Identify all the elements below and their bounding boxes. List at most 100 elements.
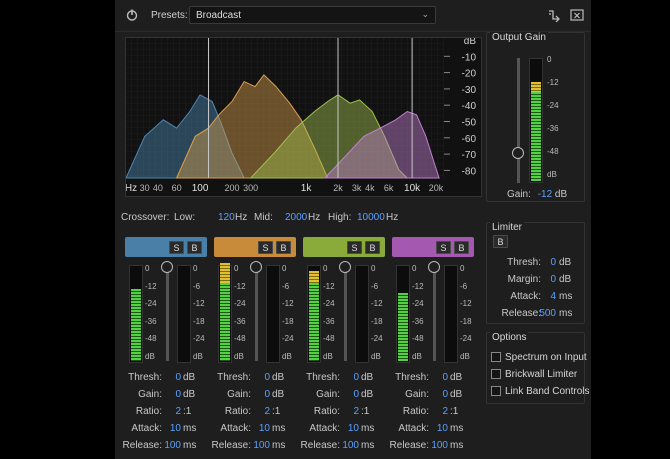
band-ratio-value[interactable]: 2 — [264, 406, 270, 417]
limiter-margin-value[interactable]: 0 — [550, 274, 556, 285]
band-input-meter — [396, 265, 410, 363]
band-gr-scale-label: 0 — [193, 264, 198, 273]
band-attack-row[interactable]: Attack: 10 ms — [392, 423, 476, 437]
band-ratio-value[interactable]: 2 — [442, 406, 448, 417]
band-bypass-button[interactable]: B — [365, 241, 380, 254]
band-threshold-slider-knob[interactable] — [339, 261, 351, 273]
close-panel-icon[interactable] — [570, 8, 584, 22]
routing-icon[interactable] — [547, 8, 561, 22]
spectrum-graph[interactable]: dB -10 -20 -30 -40 -50 -60 -70 -80 Hz 30 40 60 100 20… — [125, 37, 482, 197]
band-solo-button[interactable]: S — [347, 241, 362, 254]
limiter-release-row[interactable]: Release: 500 ms — [487, 308, 583, 322]
presets-label: Presets: — [151, 10, 188, 21]
preset-dropdown[interactable]: Broadcast ⌄ — [189, 6, 436, 24]
brickwall-limiter-label[interactable]: Brickwall Limiter — [505, 369, 578, 380]
band-attack-row[interactable]: Attack: 10 ms — [214, 423, 298, 437]
limiter-margin-row[interactable]: Margin: 0 dB — [487, 274, 583, 288]
band-ratio-value[interactable]: 2 — [175, 406, 181, 417]
band-gain-row[interactable]: Gain: 0 dB — [392, 389, 476, 403]
band-attack-value[interactable]: 10 — [347, 423, 359, 434]
spectrum-band-low-mid — [175, 74, 329, 179]
band-solo-button[interactable]: S — [258, 241, 273, 254]
band-gain-row[interactable]: Gain: 0 dB — [303, 389, 387, 403]
band-meter-scale-label: dB — [323, 351, 333, 361]
spectrum-display: dB -10 -20 -30 -40 -50 -60 -70 -80 Hz 30 40 60 100 20… — [126, 38, 476, 194]
limiter-release-value[interactable]: 500 — [539, 308, 556, 319]
band-release-row[interactable]: Release: 100 ms — [390, 440, 476, 454]
band-ratio-value[interactable]: 2 — [353, 406, 359, 417]
limiter-attack-value[interactable]: 4 — [550, 291, 556, 302]
band-thresh-row[interactable]: Thresh: 0 dB — [303, 372, 387, 386]
link-band-controls-checkbox[interactable] — [491, 386, 501, 396]
band-attack-value[interactable]: 10 — [169, 423, 181, 434]
band-ratio-row[interactable]: Ratio: 2:1 — [303, 406, 387, 420]
band-gain-reduction-meter — [177, 265, 191, 363]
band-threshold-slider-knob[interactable] — [428, 261, 440, 273]
limiter-bypass-button[interactable]: B — [493, 235, 508, 248]
band-attack-value[interactable]: 10 — [258, 423, 270, 434]
band-threshold-slider-track[interactable] — [433, 267, 436, 361]
band-gain-value[interactable]: 0 — [353, 389, 359, 400]
band-threshold-slider-track[interactable] — [344, 267, 347, 361]
crossover-mid-value[interactable]: 2000 — [285, 212, 308, 223]
band-bypass-button[interactable]: B — [187, 241, 202, 254]
band-ratio-row[interactable]: Ratio: 2:1 — [125, 406, 209, 420]
band-release-row[interactable]: Release: 100 ms — [212, 440, 298, 454]
band-thresh-row[interactable]: Thresh: 0 dB — [214, 372, 298, 386]
band-attack-row[interactable]: Attack: 10 ms — [303, 423, 387, 437]
limiter-thresh-row[interactable]: Thresh: 0 dB — [487, 257, 583, 271]
power-icon[interactable] — [125, 8, 139, 22]
limiter-attack-row[interactable]: Attack: 4 ms — [487, 291, 583, 305]
band-threshold-slider-knob[interactable] — [250, 261, 262, 273]
band-release-row[interactable]: Release: 100 ms — [300, 440, 387, 454]
band-ratio-row[interactable]: Ratio: 2:1 — [392, 406, 476, 420]
band-meter-scale-label: -12 — [323, 281, 335, 291]
band-attack-row[interactable]: Attack: 10 ms — [125, 423, 209, 437]
output-gain-value[interactable]: -12 — [537, 189, 553, 200]
band-ratio-row[interactable]: Ratio: 2:1 — [214, 406, 298, 420]
band-gain-value[interactable]: 0 — [442, 389, 448, 400]
band-threshold-slider-track[interactable] — [166, 267, 169, 361]
band-meter-scale-label: -36 — [145, 316, 157, 326]
band-release-row[interactable]: Release: 100 ms — [123, 440, 209, 454]
band-strip-2: S B 0 -12 -24 -36 -48 dB 0 -6 -12 -18 -24 dB Thresh: 0 d… — [212, 237, 298, 459]
band-meter-scale-label: dB — [145, 351, 155, 361]
band-gr-scale-label: dB — [282, 351, 292, 361]
band-thresh-value[interactable]: 0 — [264, 372, 270, 383]
band-solo-button[interactable]: S — [436, 241, 451, 254]
band-thresh-value[interactable]: 0 — [442, 372, 448, 383]
band-thresh-value[interactable]: 0 — [175, 372, 181, 383]
output-gain-slider-track[interactable] — [517, 58, 520, 183]
band-gain-value[interactable]: 0 — [264, 389, 270, 400]
band-solo-button[interactable]: S — [169, 241, 184, 254]
band-gain-value[interactable]: 0 — [175, 389, 181, 400]
band-thresh-value[interactable]: 0 — [353, 372, 359, 383]
band-release-value[interactable]: 100 — [253, 440, 270, 451]
band-threshold-slider-track[interactable] — [255, 267, 258, 361]
output-gain-slider-knob[interactable] — [512, 147, 524, 159]
crossover-low-value[interactable]: 120 — [218, 212, 235, 223]
band-gain-row[interactable]: Gain: 0 dB — [125, 389, 209, 403]
band-release-value[interactable]: 100 — [342, 440, 359, 451]
crossover-high-value[interactable]: 10000 — [357, 212, 385, 223]
hz-tick-label: 10k — [404, 183, 421, 194]
band-thresh-row[interactable]: Thresh: 0 dB — [125, 372, 209, 386]
band-release-label: Release: — [300, 440, 340, 451]
band-bypass-button[interactable]: B — [454, 241, 469, 254]
spectrum-on-input-label[interactable]: Spectrum on Input — [505, 352, 587, 363]
band-bypass-button[interactable]: B — [276, 241, 291, 254]
limiter-thresh-value[interactable]: 0 — [550, 257, 556, 268]
band-threshold-slider-knob[interactable] — [161, 261, 173, 273]
options-section: Options Spectrum on Input Brickwall Limi… — [486, 332, 590, 404]
band-thresh-row[interactable]: Thresh: 0 dB — [392, 372, 476, 386]
band-attack-value[interactable]: 10 — [436, 423, 448, 434]
band-release-value[interactable]: 100 — [164, 440, 181, 451]
link-band-controls-label[interactable]: Link Band Controls — [505, 386, 590, 397]
brickwall-limiter-checkbox[interactable] — [491, 369, 501, 379]
crossover-low-unit: Hz — [235, 212, 248, 223]
band-gain-row[interactable]: Gain: 0 dB — [214, 389, 298, 403]
spectrum-on-input-checkbox[interactable] — [491, 352, 501, 362]
band-release-value[interactable]: 100 — [431, 440, 448, 451]
output-gain-value-row[interactable]: Gain: -12 dB — [507, 189, 587, 203]
band-gr-scale-label: -12 — [371, 299, 383, 308]
